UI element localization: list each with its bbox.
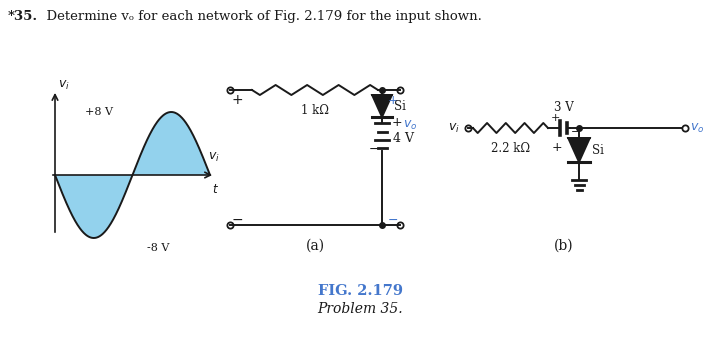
Text: +: + bbox=[392, 116, 402, 129]
Polygon shape bbox=[132, 112, 210, 175]
Text: Si: Si bbox=[592, 144, 604, 156]
Text: +: + bbox=[387, 94, 398, 106]
Text: 1 kΩ: 1 kΩ bbox=[301, 104, 329, 117]
Text: +: + bbox=[550, 113, 559, 123]
Text: $v_i$: $v_i$ bbox=[449, 121, 460, 135]
Text: −: − bbox=[388, 213, 398, 226]
Text: FIG. 2.179: FIG. 2.179 bbox=[318, 284, 402, 298]
Text: +: + bbox=[231, 93, 243, 107]
Text: 3 V: 3 V bbox=[554, 101, 573, 114]
Polygon shape bbox=[372, 95, 392, 117]
Text: −: − bbox=[231, 213, 243, 227]
Polygon shape bbox=[55, 175, 132, 238]
Text: $t$: $t$ bbox=[212, 183, 219, 196]
Text: $v_o$: $v_o$ bbox=[403, 119, 418, 131]
Text: (a): (a) bbox=[305, 239, 325, 253]
Text: Problem 35.: Problem 35. bbox=[318, 302, 402, 316]
Polygon shape bbox=[568, 138, 590, 162]
Text: $v_o$: $v_o$ bbox=[690, 121, 704, 135]
Text: $v_i$: $v_i$ bbox=[208, 150, 220, 164]
Text: 2.2 kΩ: 2.2 kΩ bbox=[491, 142, 530, 155]
Text: 4 V: 4 V bbox=[393, 131, 414, 145]
Text: +: + bbox=[552, 141, 562, 154]
Text: −: − bbox=[571, 127, 580, 137]
Text: +8 V: +8 V bbox=[85, 107, 113, 117]
Text: -8 V: -8 V bbox=[147, 243, 169, 253]
Text: Determine vₒ for each network of Fig. 2.179 for the input shown.: Determine vₒ for each network of Fig. 2.… bbox=[38, 10, 482, 23]
Text: Si: Si bbox=[394, 100, 406, 112]
Text: $v_i$: $v_i$ bbox=[58, 79, 70, 92]
Text: *35.: *35. bbox=[8, 10, 38, 23]
Text: −: − bbox=[369, 142, 379, 156]
Text: (b): (b) bbox=[554, 239, 574, 253]
